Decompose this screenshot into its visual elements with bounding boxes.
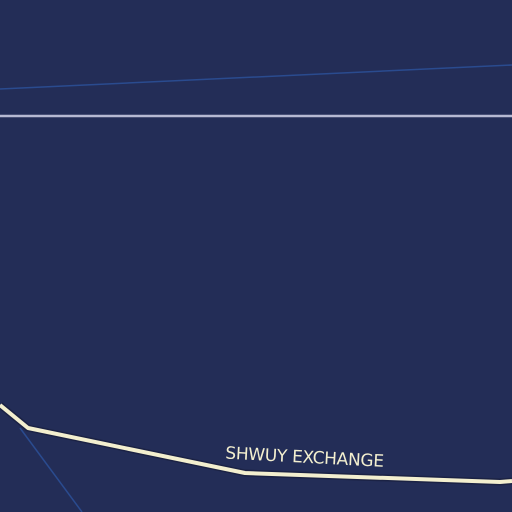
minor-road [0, 64, 512, 90]
highway [0, 403, 512, 484]
minor-road [19, 427, 83, 512]
